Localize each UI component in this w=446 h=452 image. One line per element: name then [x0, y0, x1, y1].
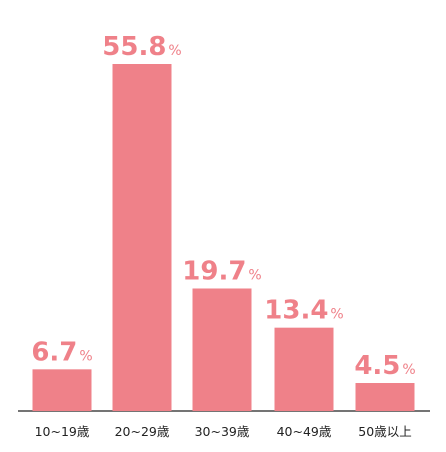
- bar-4: [274, 327, 334, 411]
- value-label-1: 6.7%: [31, 337, 92, 367]
- value-label-unit: %: [248, 267, 261, 283]
- category-label-2: 20~29歳: [115, 424, 170, 439]
- value-label-number: 6.7: [31, 337, 77, 367]
- bar-5: [355, 383, 415, 411]
- bar-1: [32, 369, 92, 411]
- value-label-unit: %: [79, 348, 92, 364]
- value-label-number: 55.8: [102, 32, 166, 62]
- bar-2: [112, 64, 172, 411]
- value-label-unit: %: [330, 307, 343, 323]
- value-label-2: 55.8%: [102, 32, 181, 62]
- bar-3: [192, 288, 252, 411]
- category-label-1: 10~19歳: [35, 424, 90, 439]
- value-label-number: 4.5: [354, 351, 400, 381]
- value-label-4: 13.4%: [264, 296, 343, 326]
- value-label-number: 19.7: [182, 256, 246, 286]
- value-label-unit: %: [402, 362, 415, 378]
- value-label-number: 13.4: [264, 296, 328, 326]
- value-label-unit: %: [168, 43, 181, 59]
- category-label-5: 50歳以上: [358, 424, 411, 439]
- value-label-5: 4.5%: [354, 351, 415, 381]
- category-label-3: 30~39歳: [195, 424, 250, 439]
- value-label-3: 19.7%: [182, 256, 261, 286]
- category-label-4: 40~49歳: [277, 424, 332, 439]
